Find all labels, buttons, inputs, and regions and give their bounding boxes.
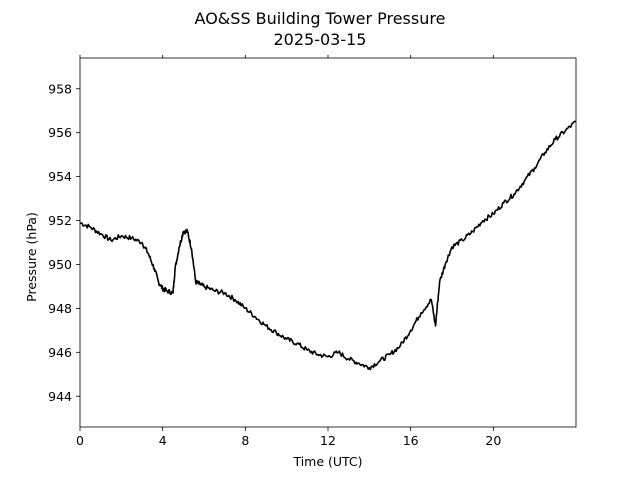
chart-subtitle: 2025-03-15 bbox=[274, 30, 367, 49]
y-tick-label: 958 bbox=[48, 81, 72, 96]
axes-frame bbox=[79, 57, 577, 428]
x-tick-label: 4 bbox=[159, 433, 167, 448]
chart-title: AO&SS Building Tower Pressure bbox=[195, 9, 446, 28]
x-tick-label: 0 bbox=[76, 433, 84, 448]
y-tick-label: 952 bbox=[48, 213, 72, 228]
x-tick-label: 20 bbox=[485, 433, 501, 448]
x-axis-label: Time (UTC) bbox=[292, 454, 362, 469]
x-tick-label: 8 bbox=[241, 433, 249, 448]
plot-area: 0 4 8 12 16 20 944 946 948 950 952 954 956 958 bbox=[48, 55, 577, 448]
y-tick-label: 954 bbox=[48, 169, 72, 184]
series-line-1 bbox=[79, 120, 577, 371]
x-tick-label: 16 bbox=[403, 433, 419, 448]
y-tick-label: 956 bbox=[48, 125, 72, 140]
y-tick-label: 944 bbox=[48, 389, 72, 404]
y-tick-label: 950 bbox=[48, 257, 72, 272]
x-tick-label: 12 bbox=[320, 433, 336, 448]
y-tick-label: 948 bbox=[48, 301, 72, 316]
y-tick-label: 946 bbox=[48, 345, 72, 360]
y-axis-label: Pressure (hPa) bbox=[24, 212, 39, 302]
